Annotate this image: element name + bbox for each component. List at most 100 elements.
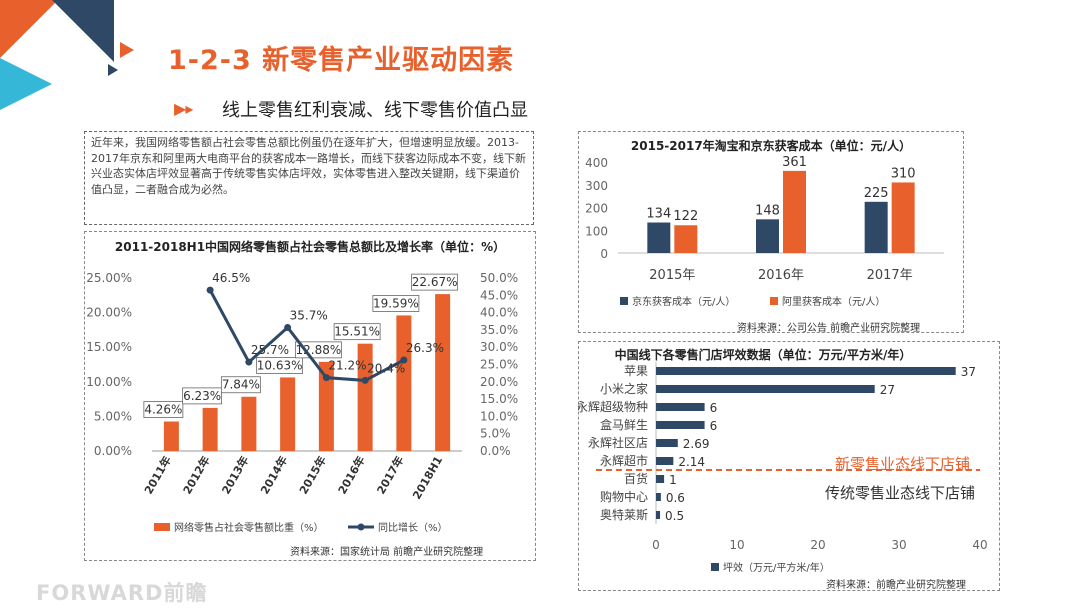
y-tick-label: 购物中心 — [600, 489, 648, 504]
bar — [656, 475, 665, 483]
bar — [656, 439, 678, 447]
data-label: 37 — [961, 365, 976, 379]
right-axis-tick: 25.0% — [480, 358, 518, 372]
line-data-label: 35.7% — [290, 308, 328, 322]
bottom-right-chart-source: 资料来源：前瞻产业研究院整理 — [826, 580, 966, 591]
x-tick-label: 2015年 — [296, 454, 329, 497]
y-axis-tick: 200 — [585, 202, 608, 216]
corner-decoration-small-orange — [120, 42, 134, 58]
data-label-box — [256, 357, 304, 374]
y-axis-tick: 0 — [600, 247, 608, 261]
x-tick-label: 2015年 — [649, 268, 695, 283]
intro-text-box: 近年来，我国网络零售额占社会零售总额比例虽仍在逐年扩大，但增速明显放缓。2013… — [84, 131, 534, 225]
legend-bar-swatch — [154, 523, 170, 531]
bar — [280, 377, 296, 451]
bar — [656, 403, 705, 411]
data-label: 0.5 — [665, 509, 684, 523]
x-axis-tick: 10 — [729, 538, 744, 552]
corner-decoration-orange — [0, 0, 58, 58]
bar — [357, 343, 373, 451]
data-label: 15.51% — [334, 325, 380, 339]
legend-line-label: 同比增长（%） — [378, 521, 448, 534]
data-label: 7.84% — [222, 378, 260, 392]
data-label-box — [182, 387, 223, 405]
right-axis-tick: 15.0% — [480, 392, 518, 406]
line-point — [361, 376, 369, 384]
data-label: 4.26% — [144, 403, 182, 417]
right-axis-tick: 45.0% — [480, 288, 518, 302]
series-line — [208, 289, 405, 382]
data-label: 310 — [891, 166, 916, 181]
right-axis-tick: 50.0% — [480, 271, 518, 285]
legend-label-jd: 京东获客成本（元/人） — [632, 295, 735, 308]
bar — [783, 170, 806, 253]
y-axis-tick: 400 — [585, 156, 608, 170]
right-axis-tick: 20.0% — [480, 375, 518, 389]
bar — [656, 511, 661, 519]
bar — [318, 361, 334, 451]
x-tick-label: 2013年 — [219, 454, 252, 497]
y-tick-label: 奥特莱斯 — [600, 507, 648, 522]
legend-label: 坪效（万元/平方米/年） — [723, 561, 830, 574]
bar — [202, 407, 218, 451]
corner-decoration-small-navy — [108, 64, 118, 76]
data-label-box — [333, 323, 381, 341]
y-axis-tick: 100 — [585, 224, 608, 238]
right-axis-tick: 30.0% — [480, 340, 518, 354]
bar — [656, 367, 956, 375]
bar — [396, 315, 412, 451]
data-label-box — [220, 376, 261, 394]
x-tick-label: 2018H1 — [410, 454, 445, 502]
left-axis-tick: 15.00% — [86, 340, 132, 354]
bar — [435, 294, 451, 451]
data-label: 2.14 — [678, 455, 705, 469]
line-data-label: 26.3% — [406, 341, 444, 355]
corner-decoration-cyan — [0, 58, 52, 110]
left-axis-tick: 10.00% — [86, 375, 132, 389]
data-label-box — [372, 295, 420, 312]
legend-swatch-ali — [770, 297, 778, 305]
bar — [656, 421, 705, 429]
data-label-box — [143, 401, 184, 418]
left-axis-tick: 20.00% — [86, 306, 132, 320]
bar — [656, 385, 875, 393]
page-subtitle: 线上零售红利衰减、线下零售价值凸显 — [222, 100, 528, 121]
x-axis-tick: 20 — [810, 538, 825, 552]
y-tick-label: 小米之家 — [600, 381, 648, 396]
y-tick-label: 苹果 — [624, 364, 648, 378]
legend-swatch-jd — [620, 297, 628, 305]
bottom-right-chart: 苹果 37 小米之家 27 永辉超级物种 6 盒马鲜生 6 永辉社区店 2.69 永辉超市 2.14 百… — [578, 362, 988, 574]
bar — [756, 219, 779, 253]
data-label: 6 — [710, 401, 718, 415]
line-data-label: 21.2% — [328, 359, 366, 373]
y-tick-label: 永辉超市 — [600, 453, 648, 468]
left-chart: 0.00% 5.00% 10.00% 15.00% 20.00% 25.00% 0.0% 5.… — [86, 271, 518, 534]
x-tick-label: 2014年 — [257, 454, 290, 497]
top-right-chart-panel — [578, 131, 964, 333]
right-axis-tick: 5.0% — [480, 427, 511, 441]
x-tick-label: 2012年 — [180, 454, 213, 497]
data-label: 27 — [880, 383, 895, 397]
traditional-retail-label: 传统零售业态线下店铺 — [825, 484, 976, 502]
left-axis-tick: 25.00% — [86, 271, 132, 285]
bar — [864, 201, 888, 253]
corner-decoration-navy — [52, 0, 114, 62]
data-label-box — [411, 273, 459, 291]
right-axis-tick: 40.0% — [480, 306, 518, 320]
left-chart-panel — [84, 231, 536, 561]
legend-line-marker — [357, 523, 365, 531]
data-label: 225 — [864, 186, 889, 201]
data-label: 361 — [782, 155, 807, 170]
x-tick-label: 2017年 — [867, 268, 913, 283]
data-label: 10.63% — [257, 358, 303, 372]
x-axis-tick: 0 — [652, 538, 660, 552]
line-point — [245, 358, 253, 366]
bar — [891, 182, 915, 253]
line-point — [284, 323, 292, 331]
x-axis-tick: 40 — [972, 538, 987, 552]
subtitle-arrow-icon: ▶ ▸ — [174, 99, 194, 118]
legend-bar-label: 网络零售占社会零售额比重（%） — [174, 521, 324, 534]
bottom-right-chart-title: 中国线下各零售门店坪效数据（单位：万元/平方米/年） — [614, 348, 912, 362]
x-tick-label: 2011年 — [141, 454, 174, 497]
line-point — [400, 356, 408, 364]
